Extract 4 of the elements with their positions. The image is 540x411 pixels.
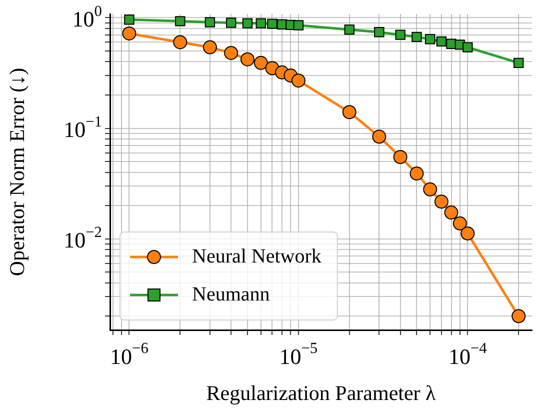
y-axis-title: Operator Norm Error (↓) <box>5 68 30 276</box>
legend-label: Neumann <box>192 283 270 306</box>
x-axis-title: Regularization Parameter λ <box>206 380 437 405</box>
legend-label: Neural Network <box>192 245 322 268</box>
